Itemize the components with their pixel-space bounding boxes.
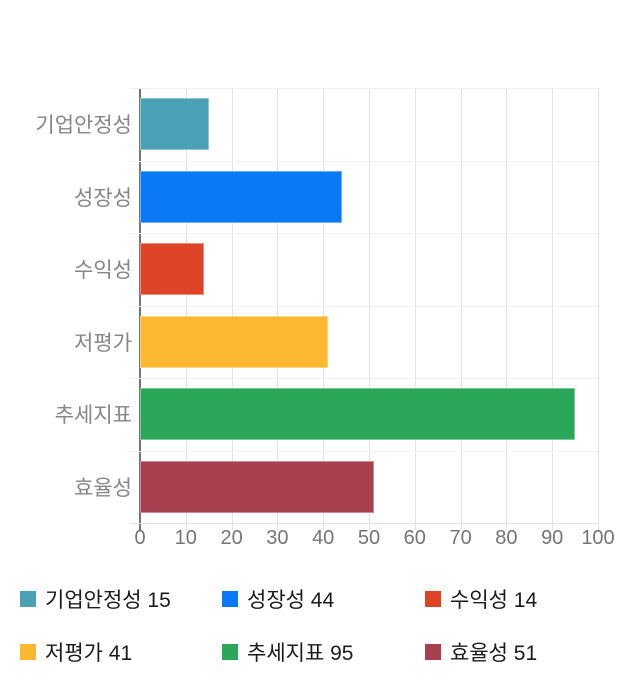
bar-2[interactable] xyxy=(140,243,205,296)
legend-swatch-icon xyxy=(425,644,441,660)
gridline xyxy=(277,88,279,530)
gridline xyxy=(323,88,325,530)
category-label: 기업안정성 xyxy=(35,114,132,138)
legend-label: 기업안정성 15 xyxy=(45,589,171,612)
category-label: 성장성 xyxy=(74,186,132,210)
band-separator-line xyxy=(130,523,598,524)
legend-item-0[interactable]: 기업안정성 15 xyxy=(20,584,171,614)
legend-swatch-icon xyxy=(20,591,36,607)
gridline xyxy=(231,88,233,530)
plot-area xyxy=(130,88,599,530)
axis-baseline xyxy=(139,88,141,530)
legend-item-2[interactable]: 수익성 14 xyxy=(425,584,537,614)
bar-4[interactable] xyxy=(140,388,576,441)
gridline xyxy=(460,88,462,530)
x-tick-label: 20 xyxy=(220,527,243,549)
legend-swatch-icon xyxy=(20,644,36,660)
bar-1[interactable] xyxy=(140,170,342,223)
x-tick-label: 100 xyxy=(581,527,615,549)
gridline xyxy=(369,88,370,530)
bar-0[interactable] xyxy=(140,98,209,151)
legend-swatch-icon xyxy=(222,591,238,607)
category-label: 수익성 xyxy=(74,259,132,283)
legend-swatch-icon xyxy=(222,644,238,660)
legend-label: 추세지표 95 xyxy=(247,642,354,665)
x-tick-label: 40 xyxy=(312,527,335,549)
legend-item-4[interactable]: 추세지표 95 xyxy=(222,637,353,667)
x-tick-label: 70 xyxy=(449,527,472,549)
x-tick-label: 30 xyxy=(266,527,289,549)
x-tick-label: 60 xyxy=(403,527,426,549)
band-separator-line xyxy=(130,233,598,234)
legend-label: 수익성 14 xyxy=(450,589,538,612)
band-separator-line xyxy=(130,160,598,162)
gridline xyxy=(506,88,508,530)
gridline xyxy=(552,88,554,530)
x-tick-label: 50 xyxy=(357,527,381,549)
x-tick-label: 10 xyxy=(174,527,197,549)
legend-label: 저평가 41 xyxy=(45,642,133,665)
bar-5[interactable] xyxy=(140,460,374,513)
legend-label: 성장성 44 xyxy=(247,589,335,612)
legend-item-3[interactable]: 저평가 41 xyxy=(20,637,132,667)
category-label: 효율성 xyxy=(74,476,132,500)
legend-swatch-icon xyxy=(425,591,441,607)
bar-3[interactable] xyxy=(140,315,328,368)
band-separator-line xyxy=(130,450,598,452)
legend-item-5[interactable]: 효율성 51 xyxy=(425,637,537,667)
legend-label: 효율성 51 xyxy=(450,642,538,665)
gridline xyxy=(414,88,416,530)
x-tick-label: 80 xyxy=(495,527,518,549)
x-tick-label: 90 xyxy=(541,527,564,549)
band-separator-line xyxy=(130,305,598,307)
band-separator-line xyxy=(130,88,598,89)
legend-item-1[interactable]: 성장성 44 xyxy=(222,584,334,614)
gridline xyxy=(598,88,599,530)
x-tick-label: 0 xyxy=(134,527,146,549)
category-label: 저평가 xyxy=(74,331,132,355)
gridline xyxy=(185,88,187,530)
category-label: 추세지표 xyxy=(54,404,132,428)
band-separator-line xyxy=(130,378,598,379)
